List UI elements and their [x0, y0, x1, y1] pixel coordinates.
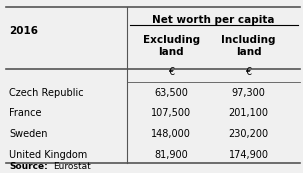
- Text: 97,300: 97,300: [231, 88, 265, 98]
- Text: 201,100: 201,100: [228, 108, 268, 118]
- Text: Including
land: Including land: [221, 35, 276, 57]
- Text: 2016: 2016: [9, 26, 38, 36]
- Text: Source:: Source:: [9, 162, 48, 171]
- Text: Sweden: Sweden: [9, 129, 48, 139]
- Text: 107,500: 107,500: [151, 108, 191, 118]
- Text: €: €: [245, 67, 251, 77]
- Text: 148,000: 148,000: [151, 129, 191, 139]
- Text: 81,900: 81,900: [154, 150, 188, 160]
- Text: Czech Republic: Czech Republic: [9, 88, 84, 98]
- Text: Excluding
land: Excluding land: [143, 35, 200, 57]
- Text: 230,200: 230,200: [228, 129, 268, 139]
- Text: 174,900: 174,900: [228, 150, 268, 160]
- Text: €: €: [168, 67, 174, 77]
- Text: France: France: [9, 108, 42, 118]
- Text: United Kingdom: United Kingdom: [9, 150, 87, 160]
- Text: Eurostat: Eurostat: [53, 162, 91, 171]
- Text: 63,500: 63,500: [154, 88, 188, 98]
- Text: Net worth per capita: Net worth per capita: [152, 15, 275, 25]
